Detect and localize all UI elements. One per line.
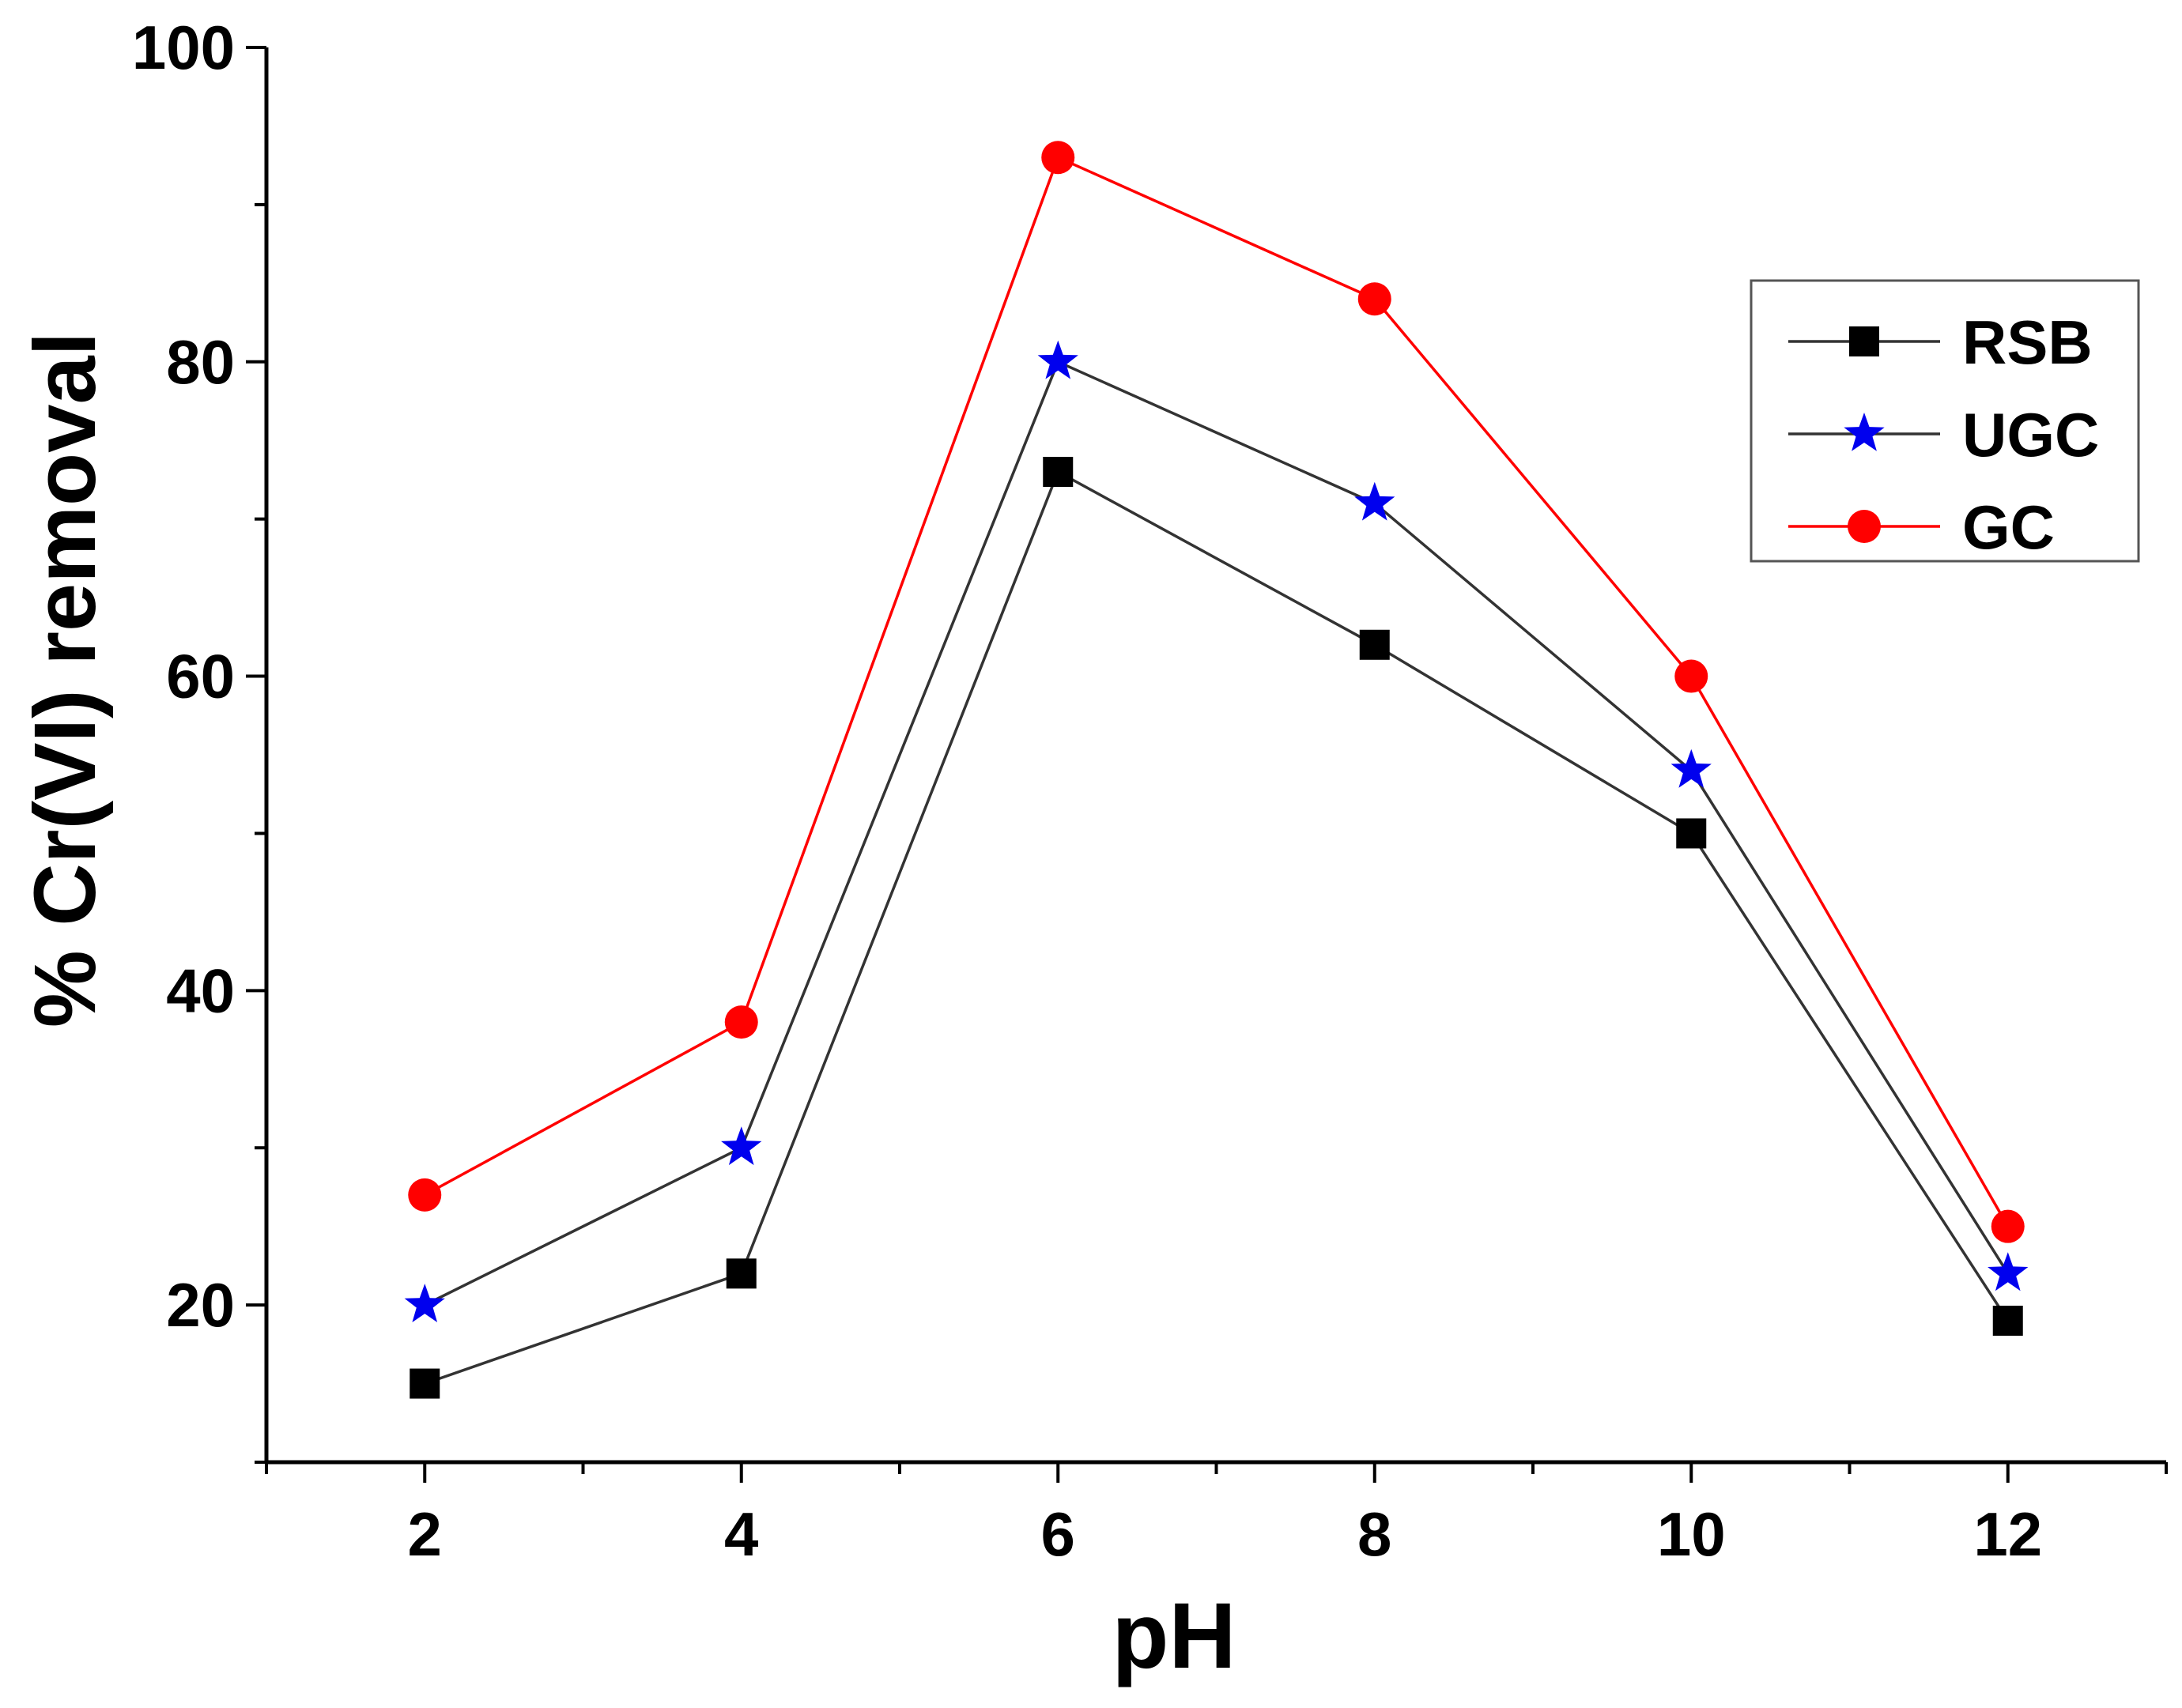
x-tick-label: 12 bbox=[1973, 1499, 2042, 1569]
data-point-rsb bbox=[1992, 1306, 2023, 1336]
y-axis-title: % Cr(VI) removal bbox=[17, 332, 114, 1027]
data-point-ugc bbox=[1988, 1252, 2029, 1291]
data-point-ugc bbox=[1670, 748, 1712, 788]
data-point-rsb bbox=[726, 1258, 757, 1289]
y-tick-label: 40 bbox=[166, 956, 235, 1025]
series-line-gc bbox=[424, 155, 2010, 1227]
legend-marker-rsb bbox=[1849, 326, 1879, 356]
legend-label-rsb: RSB bbox=[1962, 307, 2093, 377]
data-point-rsb bbox=[1043, 457, 1074, 487]
legend-marker-gc bbox=[1848, 510, 1881, 543]
data-point-ugc bbox=[404, 1284, 445, 1322]
tick-labels: 2 4 6 8 10 12 20 40 60 80 100 bbox=[132, 13, 2042, 1569]
legend-box bbox=[1750, 279, 2140, 563]
data-point-gc bbox=[724, 1005, 758, 1039]
x-tick-label: 4 bbox=[724, 1499, 758, 1569]
data-point-gc bbox=[1357, 282, 1391, 316]
data-point-rsb bbox=[1359, 629, 1390, 660]
legend-label-gc: GC bbox=[1962, 492, 2055, 562]
data-point-ugc bbox=[721, 1126, 762, 1166]
legend-label-ugc: UGC bbox=[1962, 400, 2099, 469]
series-line-ugc bbox=[424, 360, 2010, 1306]
ticks bbox=[246, 46, 2168, 1483]
data-point-ugc bbox=[1354, 481, 1395, 521]
data-point-gc bbox=[408, 1178, 442, 1212]
series-markers bbox=[404, 141, 2029, 1399]
y-tick-label: 60 bbox=[166, 642, 235, 711]
data-point-rsb bbox=[410, 1368, 440, 1399]
series-line-rsb bbox=[424, 469, 2010, 1386]
data-point-ugc bbox=[1037, 340, 1078, 379]
y-tick-label: 20 bbox=[166, 1270, 235, 1340]
data-point-rsb bbox=[1676, 818, 1707, 849]
data-point-gc bbox=[1041, 141, 1075, 175]
series-lines bbox=[424, 155, 2010, 1386]
data-point-gc bbox=[1991, 1209, 2025, 1243]
axes bbox=[264, 47, 2166, 1465]
x-tick-label: 2 bbox=[408, 1499, 442, 1569]
x-tick-label: 10 bbox=[1657, 1499, 1726, 1569]
x-tick-label: 8 bbox=[1357, 1499, 1391, 1569]
x-tick-label: 6 bbox=[1041, 1499, 1075, 1569]
legend-marker-ugc bbox=[1844, 413, 1885, 451]
x-axis-title: pH bbox=[1112, 1584, 1236, 1688]
legend: RSB UGC GC bbox=[1750, 279, 2140, 563]
data-point-gc bbox=[1674, 659, 1708, 693]
y-tick-label: 100 bbox=[132, 13, 235, 82]
y-tick-label: 80 bbox=[166, 327, 235, 397]
